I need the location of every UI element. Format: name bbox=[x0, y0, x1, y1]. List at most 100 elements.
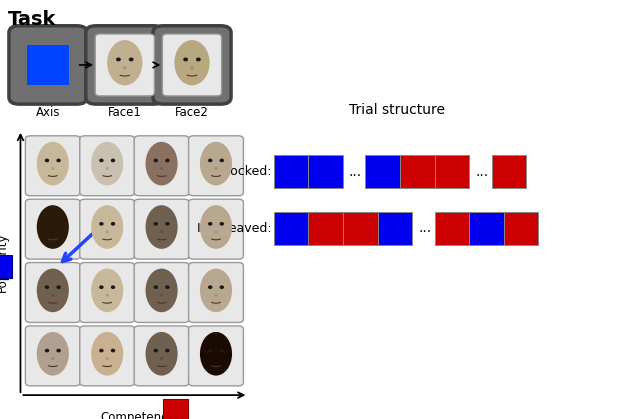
Ellipse shape bbox=[106, 357, 109, 360]
FancyBboxPatch shape bbox=[365, 155, 400, 189]
Ellipse shape bbox=[200, 332, 232, 375]
Ellipse shape bbox=[45, 222, 49, 226]
Ellipse shape bbox=[145, 142, 178, 186]
Ellipse shape bbox=[220, 349, 224, 352]
Ellipse shape bbox=[196, 57, 201, 61]
Text: ...: ... bbox=[349, 165, 362, 179]
Text: Face2: Face2 bbox=[175, 106, 209, 119]
Ellipse shape bbox=[145, 332, 178, 375]
Ellipse shape bbox=[160, 357, 163, 360]
FancyBboxPatch shape bbox=[80, 326, 134, 386]
Ellipse shape bbox=[145, 269, 178, 312]
Ellipse shape bbox=[145, 205, 178, 249]
Ellipse shape bbox=[208, 285, 212, 289]
Ellipse shape bbox=[45, 158, 49, 162]
Ellipse shape bbox=[106, 167, 109, 170]
Ellipse shape bbox=[91, 142, 124, 186]
FancyBboxPatch shape bbox=[189, 136, 243, 196]
Ellipse shape bbox=[99, 222, 104, 226]
Ellipse shape bbox=[99, 158, 104, 162]
Ellipse shape bbox=[214, 167, 218, 170]
Text: ...: ... bbox=[418, 221, 431, 235]
Ellipse shape bbox=[208, 222, 212, 226]
Ellipse shape bbox=[56, 222, 61, 226]
Ellipse shape bbox=[51, 294, 54, 297]
Ellipse shape bbox=[51, 167, 54, 170]
Ellipse shape bbox=[99, 349, 104, 352]
FancyBboxPatch shape bbox=[504, 212, 538, 245]
Ellipse shape bbox=[154, 222, 158, 226]
Ellipse shape bbox=[160, 294, 163, 297]
Ellipse shape bbox=[190, 66, 194, 70]
Ellipse shape bbox=[183, 57, 188, 61]
Ellipse shape bbox=[200, 269, 232, 312]
Ellipse shape bbox=[160, 230, 163, 233]
FancyBboxPatch shape bbox=[274, 155, 308, 189]
Text: Axis: Axis bbox=[36, 106, 60, 119]
Text: Face1: Face1 bbox=[108, 106, 141, 119]
Ellipse shape bbox=[116, 57, 121, 61]
Ellipse shape bbox=[36, 332, 69, 375]
FancyBboxPatch shape bbox=[80, 136, 134, 196]
Text: Interleaved:: Interleaved: bbox=[196, 222, 272, 235]
FancyBboxPatch shape bbox=[163, 34, 221, 96]
Text: Task: Task bbox=[8, 10, 56, 29]
FancyBboxPatch shape bbox=[400, 155, 435, 189]
FancyBboxPatch shape bbox=[0, 255, 12, 278]
Text: ...: ... bbox=[475, 165, 488, 179]
FancyBboxPatch shape bbox=[134, 136, 189, 196]
Ellipse shape bbox=[214, 357, 218, 360]
Ellipse shape bbox=[220, 222, 224, 226]
Ellipse shape bbox=[214, 230, 218, 233]
FancyBboxPatch shape bbox=[26, 263, 80, 323]
Ellipse shape bbox=[107, 40, 143, 85]
Ellipse shape bbox=[160, 167, 163, 170]
Ellipse shape bbox=[51, 357, 54, 360]
Ellipse shape bbox=[165, 222, 170, 226]
Ellipse shape bbox=[36, 205, 69, 249]
FancyBboxPatch shape bbox=[343, 212, 378, 245]
Ellipse shape bbox=[174, 40, 210, 85]
FancyBboxPatch shape bbox=[308, 212, 343, 245]
Ellipse shape bbox=[91, 269, 124, 312]
Ellipse shape bbox=[208, 349, 212, 352]
Ellipse shape bbox=[154, 158, 158, 162]
Ellipse shape bbox=[36, 269, 69, 312]
Ellipse shape bbox=[154, 349, 158, 352]
Ellipse shape bbox=[56, 285, 61, 289]
FancyBboxPatch shape bbox=[189, 263, 243, 323]
Ellipse shape bbox=[200, 205, 232, 249]
FancyBboxPatch shape bbox=[189, 326, 243, 386]
Ellipse shape bbox=[165, 158, 170, 162]
FancyBboxPatch shape bbox=[469, 212, 504, 245]
Ellipse shape bbox=[208, 158, 212, 162]
Ellipse shape bbox=[220, 158, 224, 162]
Ellipse shape bbox=[91, 332, 124, 375]
Ellipse shape bbox=[91, 205, 124, 249]
Ellipse shape bbox=[56, 349, 61, 352]
FancyBboxPatch shape bbox=[80, 263, 134, 323]
FancyBboxPatch shape bbox=[95, 34, 154, 96]
Ellipse shape bbox=[200, 142, 232, 186]
FancyBboxPatch shape bbox=[80, 199, 134, 259]
FancyBboxPatch shape bbox=[308, 155, 343, 189]
Ellipse shape bbox=[154, 285, 158, 289]
FancyBboxPatch shape bbox=[435, 155, 469, 189]
Ellipse shape bbox=[129, 57, 134, 61]
Ellipse shape bbox=[111, 222, 115, 226]
FancyBboxPatch shape bbox=[163, 399, 188, 419]
Ellipse shape bbox=[165, 349, 170, 352]
Ellipse shape bbox=[45, 285, 49, 289]
Ellipse shape bbox=[99, 285, 104, 289]
FancyBboxPatch shape bbox=[274, 212, 308, 245]
Text: Competence: Competence bbox=[100, 411, 175, 419]
Text: Blocked:: Blocked: bbox=[218, 165, 272, 178]
Ellipse shape bbox=[106, 294, 109, 297]
Ellipse shape bbox=[220, 285, 224, 289]
Ellipse shape bbox=[111, 349, 115, 352]
Ellipse shape bbox=[165, 285, 170, 289]
FancyBboxPatch shape bbox=[26, 136, 80, 196]
Text: Popularity: Popularity bbox=[0, 233, 9, 292]
FancyBboxPatch shape bbox=[435, 212, 469, 245]
FancyBboxPatch shape bbox=[134, 199, 189, 259]
